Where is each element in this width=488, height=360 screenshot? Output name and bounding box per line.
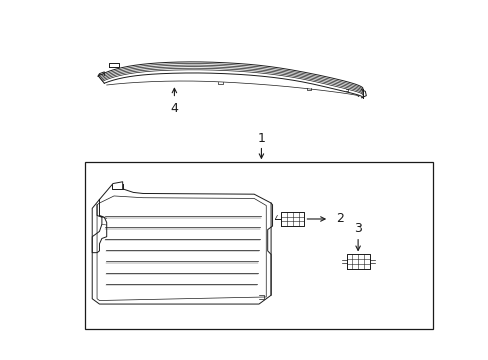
- Text: 1: 1: [257, 131, 265, 145]
- Text: 3: 3: [353, 222, 361, 235]
- Text: 4: 4: [170, 102, 178, 115]
- Bar: [85, 162, 432, 329]
- Text: 2: 2: [336, 212, 344, 225]
